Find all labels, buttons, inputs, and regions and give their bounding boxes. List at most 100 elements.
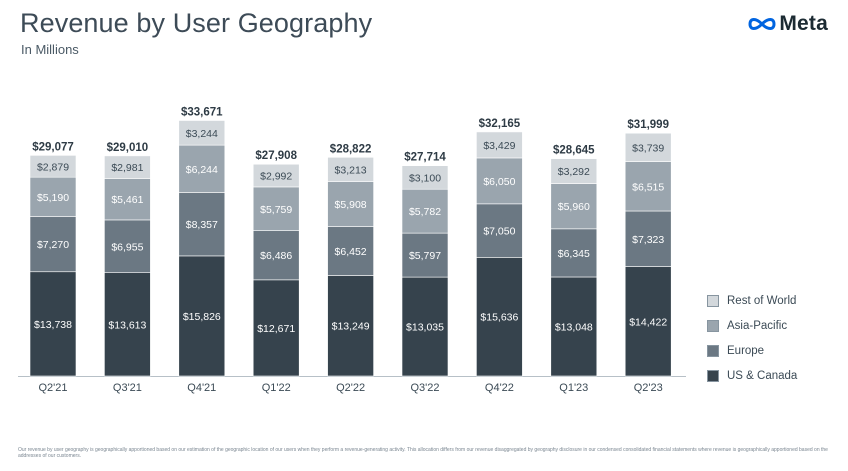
legend-item-us-canada: US & Canada [707, 363, 797, 388]
x-tick-label-q2-23: Q2'23 [634, 382, 663, 394]
bar-us-canada-q1-22 [252, 279, 300, 377]
data-label-rest-of-world-q2-22: $3,213 [335, 164, 367, 176]
data-label-europe-q2-22: $6,452 [335, 246, 367, 258]
legend-label-asia-pacific: Asia-Pacific [727, 319, 788, 332]
data-label-rest-of-world-q1-23: $3,292 [558, 166, 590, 178]
bar-rest-of-world-q4-22 [476, 131, 523, 159]
x-tick-label-q4-22: Q4'22 [485, 382, 514, 394]
data-label-us-canada-q2-22: $13,249 [332, 321, 370, 333]
legend-swatch-rest-of-world [707, 294, 719, 307]
data-label-us-canada-q2-23: $14,422 [629, 316, 667, 328]
data-label-rest-of-world-q2-21: $2,879 [37, 161, 69, 173]
x-tick-label-q3-21: Q3'21 [113, 382, 142, 394]
bar-europe-q3-22 [401, 232, 449, 278]
bar-rest-of-world-q4-21 [178, 120, 226, 146]
bar-us-canada-q3-21 [104, 272, 151, 377]
total-label-q2-21: $29,077 [32, 141, 74, 153]
bar-us-canada-q4-21 [178, 255, 226, 377]
bar-europe-q3-21 [104, 219, 151, 274]
legend-item-europe: Europe [707, 338, 797, 363]
data-label-rest-of-world-q2-23: $3,739 [632, 142, 664, 154]
x-tick-label-q1-22: Q1'22 [262, 382, 291, 394]
total-label-q3-21: $29,010 [107, 142, 149, 154]
total-label-q4-21: $33,671 [181, 106, 223, 118]
data-label-asia-pacific-q3-22: $5,782 [409, 206, 441, 218]
total-label-q3-22: $27,714 [404, 152, 446, 164]
bar-asia-pacific-q2-21 [29, 176, 77, 217]
bar-asia-pacific-q2-23 [624, 161, 672, 212]
meta-logo: Meta [748, 12, 828, 36]
data-label-us-canada-q4-22: $15,636 [480, 312, 518, 324]
x-tick-label-q2-21: Q2'21 [38, 382, 67, 394]
data-label-rest-of-world-q4-22: $3,429 [483, 140, 515, 152]
data-label-europe-q2-23: $7,323 [632, 234, 664, 246]
total-label-q1-22: $27,908 [255, 150, 297, 162]
bar-rest-of-world-q2-23 [624, 132, 672, 162]
bar-europe-q2-21 [29, 216, 77, 273]
legend-swatch-asia-pacific [707, 319, 719, 332]
bar-asia-pacific-q2-22 [327, 181, 374, 227]
data-label-rest-of-world-q3-21: $2,981 [111, 162, 143, 174]
data-label-us-canada-q3-21: $13,613 [108, 319, 146, 331]
x-tick-label-q3-22: Q3'22 [410, 382, 439, 394]
legend-item-asia-pacific: Asia-Pacific [707, 313, 797, 338]
bar-rest-of-world-q2-22 [327, 156, 374, 182]
page-title: Revenue by User Geography [20, 8, 373, 38]
bar-rest-of-world-q1-23 [550, 158, 598, 184]
data-label-us-canada-q3-22: $13,035 [406, 322, 444, 334]
data-label-rest-of-world-q1-22: $2,992 [260, 171, 292, 183]
x-tick-label-q1-23: Q1'23 [559, 382, 588, 394]
data-label-asia-pacific-q3-21: $5,461 [111, 194, 143, 206]
total-label-q1-23: $28,645 [553, 145, 595, 157]
meta-logo-text: Meta [779, 12, 828, 35]
bar-us-canada-q4-22 [476, 257, 523, 377]
data-label-europe-q2-21: $7,270 [37, 239, 69, 251]
meta-infinity-icon [748, 18, 776, 30]
legend-label-europe: Europe [727, 344, 765, 357]
data-label-us-canada-q4-21: $15,826 [183, 311, 221, 323]
data-label-europe-q4-22: $7,050 [483, 226, 515, 238]
bar-rest-of-world-q3-21 [104, 155, 151, 179]
bar-europe-q1-22 [252, 230, 300, 281]
legend-label-us-canada: US & Canada [727, 369, 798, 382]
legend-swatch-europe [707, 344, 719, 357]
data-label-europe-q1-23: $6,345 [558, 248, 590, 260]
total-label-q4-22: $32,165 [479, 118, 521, 130]
bar-us-canada-q2-21 [29, 271, 77, 377]
bar-us-canada-q2-22 [327, 275, 374, 377]
bar-europe-q4-22 [476, 203, 523, 258]
bar-us-canada-q2-23 [624, 266, 672, 377]
page-subtitle: In Millions [21, 42, 79, 57]
chart-legend: Rest of World Asia-Pacific Europe US & C… [707, 288, 797, 388]
bar-europe-q2-23 [624, 210, 672, 267]
data-label-asia-pacific-q4-22: $6,050 [483, 176, 515, 188]
data-label-europe-q1-22: $6,486 [260, 250, 292, 262]
x-tick-label-q4-21: Q4'21 [187, 382, 216, 394]
bar-asia-pacific-q3-22 [401, 188, 449, 234]
data-label-europe-q4-21: $8,357 [186, 219, 218, 231]
bar-rest-of-world-q3-22 [401, 165, 449, 190]
legend-swatch-us-canada [707, 369, 719, 382]
data-label-europe-q3-21: $6,955 [111, 241, 143, 253]
total-label-q2-22: $28,822 [330, 143, 372, 155]
data-label-us-canada-q1-22: $12,671 [257, 323, 295, 335]
legend-item-rest-of-world: Rest of World [707, 288, 797, 313]
bar-asia-pacific-q3-21 [104, 178, 151, 221]
data-label-asia-pacific-q2-22: $5,908 [335, 199, 367, 211]
data-label-asia-pacific-q1-23: $5,960 [558, 201, 590, 213]
legend-label-rest-of-world: Rest of World [727, 294, 797, 307]
data-label-asia-pacific-q2-23: $6,515 [632, 181, 664, 193]
data-label-asia-pacific-q4-21: $6,244 [186, 164, 218, 176]
bar-rest-of-world-q2-21 [29, 155, 77, 178]
total-label-q2-23: $31,999 [627, 119, 669, 131]
data-label-asia-pacific-q2-21: $5,190 [37, 192, 69, 204]
bar-asia-pacific-q1-23 [550, 183, 598, 230]
data-label-asia-pacific-q1-22: $5,759 [260, 204, 292, 216]
bar-europe-q4-21 [178, 192, 226, 257]
bar-europe-q2-22 [327, 226, 374, 276]
bar-us-canada-q1-23 [550, 276, 598, 377]
bar-rest-of-world-q1-22 [252, 163, 300, 188]
x-tick-label-q2-22: Q2'22 [336, 382, 365, 394]
bar-asia-pacific-q4-21 [178, 144, 226, 193]
